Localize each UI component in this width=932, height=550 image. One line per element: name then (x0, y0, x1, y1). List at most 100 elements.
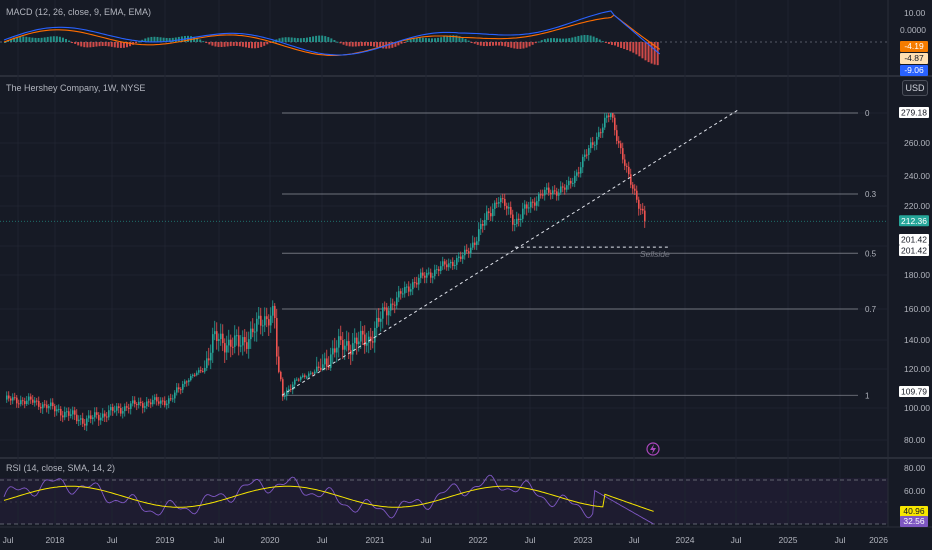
macd-histogram-bar (168, 38, 171, 42)
price-candle (292, 384, 294, 391)
rsi-indicator-title[interactable]: RSI (14, close, SMA, 14, 2) (6, 463, 116, 473)
macd-histogram-bar (452, 35, 455, 42)
macd-histogram-bar (519, 42, 522, 49)
price-candle (164, 400, 166, 406)
macd-histogram-bar (235, 42, 238, 46)
price-candle (558, 192, 560, 196)
price-candle (44, 404, 46, 406)
price-candle (524, 204, 526, 209)
macd-histogram-bar (595, 37, 598, 42)
price-candle (320, 367, 322, 370)
price-candle (330, 354, 332, 368)
macd-histogram-bar (543, 39, 546, 42)
price-candle (210, 352, 212, 361)
price-candle (466, 249, 468, 252)
price-candle (206, 358, 208, 368)
macd-histogram-bar (122, 42, 125, 48)
price-candle (596, 136, 598, 145)
macd-histogram-bar (431, 38, 433, 42)
price-candle (502, 198, 504, 200)
price-candle (622, 148, 624, 160)
price-axis-tick-label: 100.00 (904, 403, 930, 413)
price-candle (574, 175, 576, 183)
macd-value-badge: -4.19 (900, 41, 928, 52)
price-candle (532, 201, 534, 203)
macd-histogram-bar (501, 42, 504, 46)
macd-histogram-bar (80, 42, 83, 47)
macd-histogram-bar (366, 42, 369, 46)
macd-histogram-bar (406, 40, 409, 42)
price-candle (224, 343, 226, 353)
macd-histogram-bar (583, 34, 586, 42)
macd-histogram-bar (202, 41, 205, 43)
price-candle (318, 366, 320, 368)
price-candle (400, 291, 402, 294)
macd-histogram-bar (248, 42, 250, 48)
currency-button[interactable]: USD (902, 80, 928, 96)
price-candle (40, 406, 42, 409)
macd-histogram-bar (10, 38, 13, 42)
price-candle (130, 403, 132, 409)
macd-histogram-bar (656, 42, 659, 66)
price-candle (38, 401, 40, 407)
price-axis-label: 109.79 (901, 387, 927, 397)
price-candle (160, 400, 162, 404)
macd-histogram-bar (409, 39, 412, 42)
price-candle (460, 256, 462, 259)
price-axis-label-box (899, 215, 929, 227)
price-candle (588, 148, 590, 155)
macd-histogram-bar (586, 35, 589, 42)
price-candle (350, 350, 352, 355)
price-candle (436, 269, 438, 271)
price-candle (10, 398, 12, 401)
price-candle (154, 397, 156, 400)
price-candle (620, 143, 622, 149)
macd-histogram-bar (418, 37, 421, 42)
price-candle (12, 397, 14, 401)
macd-histogram-bar (467, 40, 470, 42)
macd-indicator-title[interactable]: MACD (12, 26, close, 9, EMA, EMA) (6, 7, 152, 17)
price-candle (514, 224, 516, 226)
price-candle (46, 404, 48, 409)
macd-line (3, 10, 661, 56)
time-axis-label: Jul (835, 535, 846, 545)
price-candle (556, 191, 558, 196)
macd-histogram-bar (244, 42, 247, 48)
price-candle (172, 398, 174, 400)
macd-histogram-bar (461, 37, 464, 42)
macd-histogram-bar (40, 37, 43, 42)
price-candle (550, 192, 552, 195)
price-candle (560, 186, 562, 193)
price-candle (178, 387, 180, 390)
price-candle (630, 174, 632, 185)
macd-histogram-bar (46, 36, 49, 42)
macd-histogram-bar (223, 42, 226, 47)
price-candle (538, 194, 540, 202)
price-candle (628, 166, 630, 175)
price-candle (580, 167, 582, 174)
price-candle (338, 336, 340, 348)
price-candle (518, 218, 520, 221)
price-candle (208, 358, 210, 361)
price-candle (632, 184, 634, 189)
price-candle (428, 272, 430, 274)
price-candle (534, 202, 536, 206)
price-candle (98, 414, 100, 421)
price-candle (200, 370, 202, 372)
time-axis-label: 2018 (46, 535, 65, 545)
price-candle (104, 413, 106, 417)
macd-histogram-bar (376, 42, 379, 48)
price-candle (562, 186, 564, 188)
price-candle (480, 224, 482, 230)
price-candle (644, 210, 646, 222)
time-axis-label: Jul (214, 535, 225, 545)
price-candle (464, 249, 466, 256)
macd-axis-label-top: 10.00 (904, 8, 926, 18)
symbol-title[interactable]: The Hershey Company, 1W, NYSE (6, 83, 146, 93)
price-candle (360, 330, 362, 342)
lightning-icon-glyph (650, 444, 656, 454)
macd-histogram-bar (68, 40, 71, 42)
price-candle (250, 328, 252, 340)
macd-histogram-bar (318, 35, 321, 42)
